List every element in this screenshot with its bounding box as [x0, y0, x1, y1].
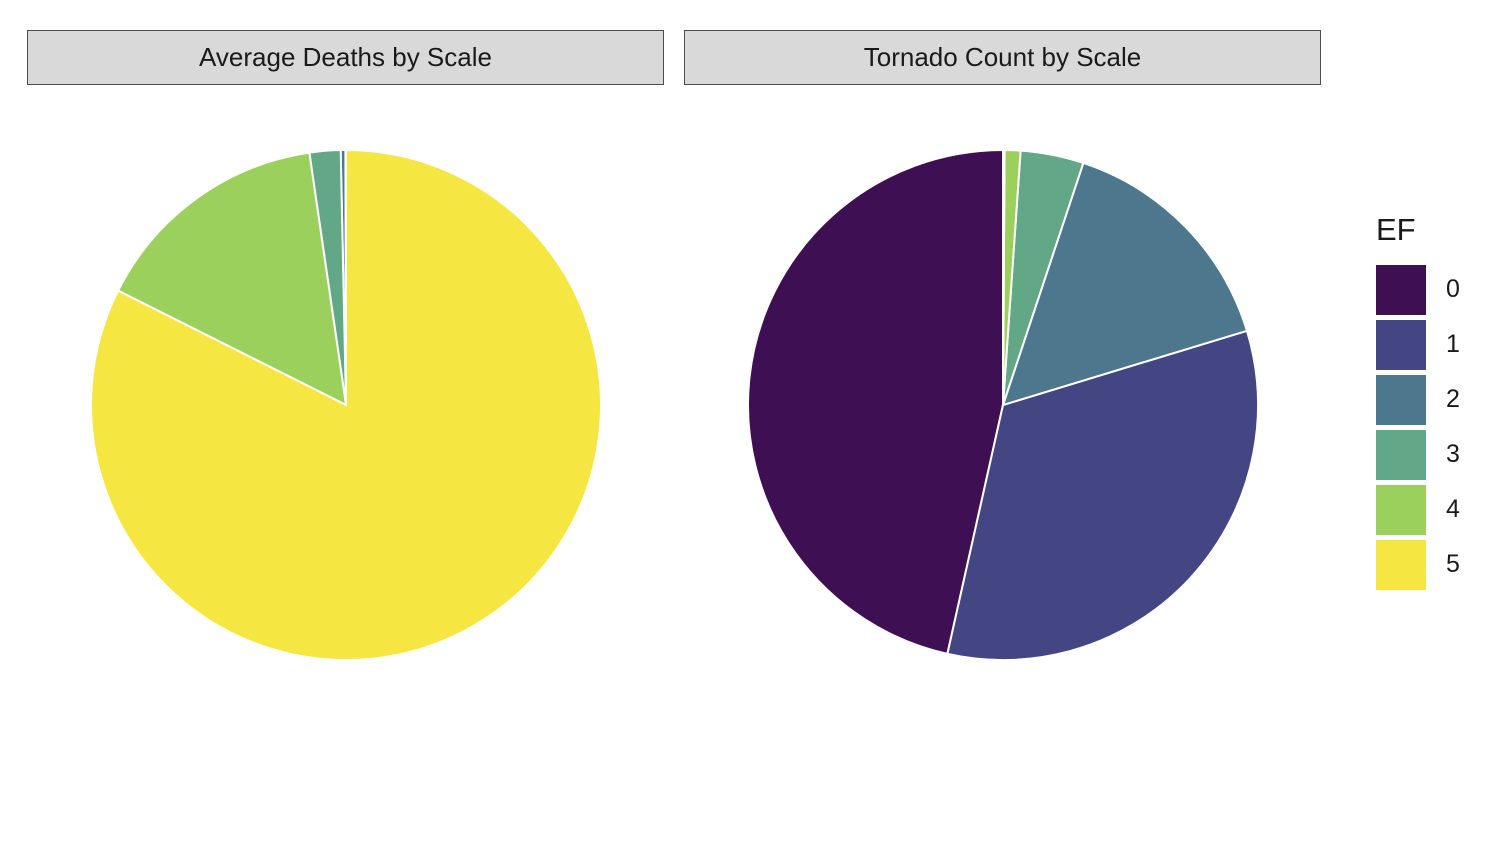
pie-slice-ef-0 — [747, 148, 1004, 656]
legend-item-2: 2 — [1376, 372, 1460, 427]
legend-key — [1376, 319, 1426, 370]
legend-item-1: 1 — [1376, 317, 1460, 372]
legend-label: 1 — [1446, 330, 1460, 358]
legend-label: 4 — [1446, 495, 1460, 523]
legend-item-3: 3 — [1376, 427, 1460, 482]
facet-title: Tornado Count by Scale — [863, 42, 1142, 72]
legend-key — [1376, 539, 1426, 590]
legend-label: 3 — [1446, 440, 1460, 468]
legend-title: EF — [1376, 212, 1416, 247]
legend: EF 0 1 2 3 4 5 — [1376, 212, 1460, 592]
legend-label: 5 — [1446, 550, 1460, 578]
facet-strip-average-deaths: Average Deaths by Scale — [27, 30, 664, 85]
legend-item-5: 5 — [1376, 537, 1460, 592]
legend-label: 2 — [1446, 385, 1460, 413]
legend-key — [1376, 264, 1426, 315]
pie-slice-ef-5 — [1002, 148, 1006, 406]
legend-key — [1376, 429, 1426, 480]
pie-tornado-count — [747, 148, 1259, 661]
legend-key — [1376, 374, 1426, 425]
pie-slice-ef-5 — [90, 148, 602, 661]
facet-strip-tornado-count: Tornado Count by Scale — [684, 30, 1321, 85]
legend-key — [1376, 484, 1426, 535]
pie-average-deaths — [90, 148, 602, 661]
legend-label: 0 — [1446, 275, 1460, 303]
legend-item-0: 0 — [1376, 262, 1460, 317]
facet-title: Average Deaths by Scale — [199, 42, 492, 72]
legend-item-4: 4 — [1376, 482, 1460, 537]
pie-slice-ef-1 — [946, 329, 1259, 661]
pie-slice-ef-4 — [116, 151, 348, 407]
